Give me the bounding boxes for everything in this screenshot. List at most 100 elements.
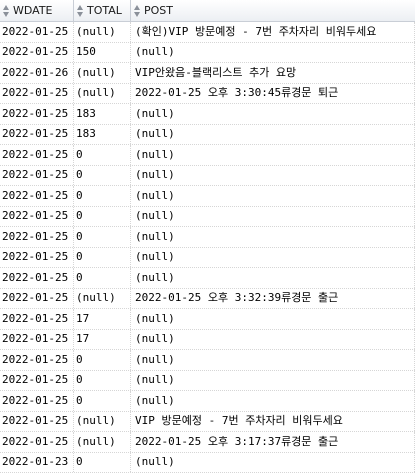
cell-post[interactable]: VIP 방문예정 - 7번 주차자리 비워두세요 bbox=[131, 412, 415, 432]
cell-post[interactable]: (null) bbox=[131, 350, 415, 370]
cell-post[interactable]: (null) bbox=[131, 391, 415, 411]
table-row[interactable]: 2022-01-25 0 (null) bbox=[0, 207, 415, 228]
table-row[interactable]: 2022-01-25 0 (null) bbox=[0, 248, 415, 269]
table-row[interactable]: 2022-01-25 0 (null) bbox=[0, 227, 415, 248]
cell-total[interactable]: (null) bbox=[74, 412, 131, 432]
table-row[interactable]: 2022-01-25 17 (null) bbox=[0, 330, 415, 351]
column-header-total[interactable]: TOTAL bbox=[74, 0, 131, 21]
cell-total[interactable]: (null) bbox=[74, 84, 131, 104]
cell-post[interactable]: (null) bbox=[131, 453, 415, 473]
sort-icon[interactable] bbox=[2, 4, 11, 18]
cell-wdate[interactable]: 2022-01-25 bbox=[0, 330, 74, 350]
cell-post[interactable]: (null) bbox=[131, 166, 415, 186]
cell-total[interactable]: 0 bbox=[74, 453, 131, 473]
table-row[interactable]: 2022-01-25 (null) VIP 방문예정 - 7번 주차자리 비워두… bbox=[0, 412, 415, 433]
cell-wdate[interactable]: 2022-01-25 bbox=[0, 166, 74, 186]
cell-post[interactable]: (null) bbox=[131, 227, 415, 247]
cell-wdate[interactable]: 2022-01-25 bbox=[0, 186, 74, 206]
table-row[interactable]: 2022-01-26 (null) VIP안왔음-블랙리스트 추가 요망 bbox=[0, 63, 415, 84]
cell-total[interactable]: 0 bbox=[74, 248, 131, 268]
cell-wdate[interactable]: 2022-01-25 bbox=[0, 43, 74, 63]
cell-total[interactable]: 0 bbox=[74, 207, 131, 227]
cell-post[interactable]: (null) bbox=[131, 145, 415, 165]
cell-total[interactable]: 183 bbox=[74, 125, 131, 145]
table-row[interactable]: 2022-01-25 17 (null) bbox=[0, 309, 415, 330]
cell-wdate[interactable]: 2022-01-25 bbox=[0, 207, 74, 227]
cell-total[interactable]: 17 bbox=[74, 330, 131, 350]
cell-post[interactable]: (확인)VIP 방문예정 - 7번 주차자리 비워두세요 bbox=[131, 22, 415, 42]
cell-post[interactable]: (null) bbox=[131, 43, 415, 63]
table-row[interactable]: 2022-01-25 150 (null) bbox=[0, 43, 415, 64]
cell-total[interactable]: 0 bbox=[74, 371, 131, 391]
cell-post[interactable]: (null) bbox=[131, 330, 415, 350]
cell-total[interactable]: 0 bbox=[74, 186, 131, 206]
cell-wdate[interactable]: 2022-01-25 bbox=[0, 371, 74, 391]
cell-post[interactable]: VIP안왔음-블랙리스트 추가 요망 bbox=[131, 63, 415, 83]
cell-post[interactable]: (null) bbox=[131, 268, 415, 288]
cell-post[interactable]: (null) bbox=[131, 309, 415, 329]
cell-wdate[interactable]: 2022-01-25 bbox=[0, 248, 74, 268]
cell-wdate[interactable]: 2022-01-25 bbox=[0, 22, 74, 42]
cell-post[interactable]: (null) bbox=[131, 125, 415, 145]
cell-wdate[interactable]: 2022-01-26 bbox=[0, 63, 74, 83]
cell-post[interactable]: (null) bbox=[131, 248, 415, 268]
cell-post[interactable]: (null) bbox=[131, 104, 415, 124]
cell-total[interactable]: 0 bbox=[74, 166, 131, 186]
cell-wdate[interactable]: 2022-01-25 bbox=[0, 104, 74, 124]
cell-wdate[interactable]: 2022-01-25 bbox=[0, 350, 74, 370]
table-row[interactable]: 2022-01-25 0 (null) bbox=[0, 166, 415, 187]
table-row[interactable]: 2022-01-25 183 (null) bbox=[0, 125, 415, 146]
cell-total[interactable]: 0 bbox=[74, 227, 131, 247]
cell-wdate[interactable]: 2022-01-25 bbox=[0, 289, 74, 309]
cell-wdate[interactable]: 2022-01-25 bbox=[0, 432, 74, 452]
cell-wdate[interactable]: 2022-01-25 bbox=[0, 125, 74, 145]
table-row[interactable]: 2022-01-25 0 (null) bbox=[0, 391, 415, 412]
cell-wdate[interactable]: 2022-01-25 bbox=[0, 309, 74, 329]
cell-total[interactable]: 17 bbox=[74, 309, 131, 329]
table-row[interactable]: 2022-01-25 0 (null) bbox=[0, 350, 415, 371]
cell-total[interactable]: 0 bbox=[74, 145, 131, 165]
cell-post[interactable]: (null) bbox=[131, 186, 415, 206]
table-row[interactable]: 2022-01-25 0 (null) bbox=[0, 145, 415, 166]
cell-post[interactable]: (null) bbox=[131, 371, 415, 391]
cell-wdate[interactable]: 2022-01-23 bbox=[0, 453, 74, 473]
cell-total[interactable]: 0 bbox=[74, 391, 131, 411]
table-row[interactable]: 2022-01-25 0 (null) bbox=[0, 371, 415, 392]
cell-total[interactable]: 150 bbox=[74, 43, 131, 63]
cell-total[interactable]: 183 bbox=[74, 104, 131, 124]
table-row[interactable]: 2022-01-23 0 (null) bbox=[0, 453, 415, 473]
column-header-wdate[interactable]: WDATE bbox=[0, 0, 74, 21]
cell-wdate[interactable]: 2022-01-25 bbox=[0, 268, 74, 288]
cell-total[interactable]: 0 bbox=[74, 350, 131, 370]
table-row[interactable]: 2022-01-25 183 (null) bbox=[0, 104, 415, 125]
table-row[interactable]: 2022-01-25 (null) (확인)VIP 방문예정 - 7번 주차자리… bbox=[0, 22, 415, 43]
cell-wdate[interactable]: 2022-01-25 bbox=[0, 227, 74, 247]
cell-total[interactable]: (null) bbox=[74, 22, 131, 42]
table-row[interactable]: 2022-01-25 0 (null) bbox=[0, 186, 415, 207]
cell-total[interactable]: (null) bbox=[74, 63, 131, 83]
grid-body: 2022-01-25 (null) (확인)VIP 방문예정 - 7번 주차자리… bbox=[0, 22, 415, 473]
result-grid[interactable]: WDATE TOTAL POST 2022-01-25 (null) (확인)V… bbox=[0, 0, 415, 461]
cell-post[interactable]: 2022-01-25 오후 3:32:39류경문 출근 bbox=[131, 289, 415, 309]
cell-post[interactable]: 2022-01-25 오후 3:17:37류경문 출근 bbox=[131, 432, 415, 452]
cell-wdate[interactable]: 2022-01-25 bbox=[0, 391, 74, 411]
cell-total[interactable]: (null) bbox=[74, 432, 131, 452]
cell-post[interactable]: (null) bbox=[131, 207, 415, 227]
cell-wdate[interactable]: 2022-01-25 bbox=[0, 145, 74, 165]
column-header-label: WDATE bbox=[13, 4, 53, 17]
sort-icon[interactable] bbox=[133, 4, 142, 18]
column-header-label: POST bbox=[144, 4, 173, 17]
cell-post[interactable]: 2022-01-25 오후 3:30:45류경문 퇴근 bbox=[131, 84, 415, 104]
column-header-post[interactable]: POST bbox=[131, 0, 415, 21]
cell-wdate[interactable]: 2022-01-25 bbox=[0, 84, 74, 104]
cell-total[interactable]: 0 bbox=[74, 268, 131, 288]
cell-total[interactable]: (null) bbox=[74, 289, 131, 309]
cell-wdate[interactable]: 2022-01-25 bbox=[0, 412, 74, 432]
column-header-label: TOTAL bbox=[87, 4, 122, 17]
sort-icon[interactable] bbox=[76, 4, 85, 18]
grid-header: WDATE TOTAL POST bbox=[0, 0, 415, 22]
table-row[interactable]: 2022-01-25 (null) 2022-01-25 오후 3:32:39류… bbox=[0, 289, 415, 310]
table-row[interactable]: 2022-01-25 (null) 2022-01-25 오후 3:17:37류… bbox=[0, 432, 415, 453]
table-row[interactable]: 2022-01-25 (null) 2022-01-25 오후 3:30:45류… bbox=[0, 84, 415, 105]
table-row[interactable]: 2022-01-25 0 (null) bbox=[0, 268, 415, 289]
